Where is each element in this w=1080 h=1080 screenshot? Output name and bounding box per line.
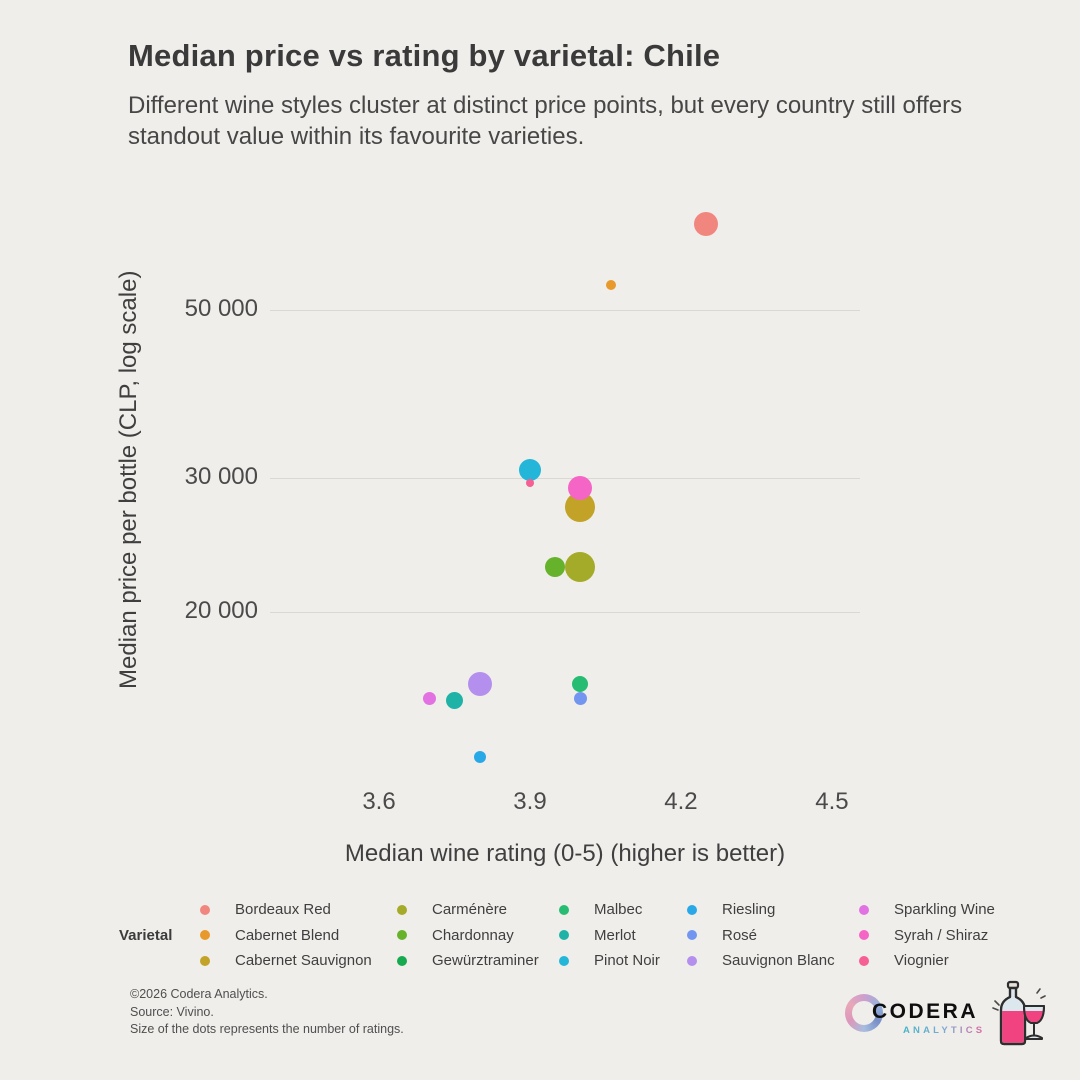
footer-size-note: Size of the dots represents the number o… xyxy=(130,1022,404,1036)
wine-bottle-and-glass-icon xyxy=(992,980,1046,1046)
data-point-ros- xyxy=(573,691,587,705)
legend-item-cabernet-blend: Cabernet Blend xyxy=(200,923,397,949)
y-tick-label-50000: 50 000 xyxy=(184,295,258,322)
x-tick-label-4.5: 4.5 xyxy=(815,788,849,815)
chart-footer: ©2026 Codera Analytics. Source: Vivino. … xyxy=(130,986,404,1039)
data-point-pinot-noir xyxy=(518,458,541,481)
data-point-bordeaux-red xyxy=(694,211,719,236)
y-tick-label-20000: 20 000 xyxy=(184,597,258,625)
legend-item-bordeaux-red: Bordeaux Red xyxy=(200,897,397,923)
legend-item-pinot-noir: Pinot Noir xyxy=(559,948,687,974)
data-point-sauvignon-blanc xyxy=(467,671,492,696)
legend-title: Varietal xyxy=(119,927,173,944)
data-point-riesling xyxy=(473,750,486,763)
legend-item-gew-rztraminer: Gewürztraminer xyxy=(397,948,559,974)
legend: Bordeaux Red Cabernet Blend Cabernet Sauvi… xyxy=(200,897,995,974)
x-tick-label-4.2: 4.2 xyxy=(664,788,698,815)
gridline-30000 xyxy=(270,478,860,480)
data-point-carm-n-re xyxy=(565,552,596,583)
legend-item-malbec: Malbec xyxy=(559,897,687,923)
legend-item-label: Sparkling Wine xyxy=(894,901,995,919)
data-point-chardonnay xyxy=(545,557,566,578)
legend-item-carm-n-re: Carménère xyxy=(397,897,559,923)
x-axis-label: Median wine rating (0-5) (higher is bett… xyxy=(344,840,786,867)
legend-swatch xyxy=(200,930,210,941)
footer-copyright: ©2026 Codera Analytics. xyxy=(130,987,268,1001)
legend-item-label: Riesling xyxy=(722,901,776,919)
legend-item-label: Pinot Noir xyxy=(594,952,660,970)
codera-wordmark: CODERA xyxy=(872,1000,979,1023)
legend-item-label: Viognier xyxy=(894,952,949,970)
legend-swatch xyxy=(859,955,869,966)
data-point-malbec xyxy=(572,675,589,692)
legend-item-viognier: Viognier xyxy=(859,948,995,974)
legend-swatch xyxy=(397,904,407,915)
legend-swatch xyxy=(859,904,869,915)
legend-item-label: Rosé xyxy=(722,926,758,944)
legend-swatch xyxy=(397,930,407,941)
legend-item-label: Merlot xyxy=(594,926,636,944)
legend-swatch xyxy=(559,930,569,941)
codera-logo-mark-inner xyxy=(852,1001,876,1025)
legend-item-riesling: Riesling xyxy=(687,897,859,923)
legend-swatch xyxy=(687,955,697,966)
legend-swatch xyxy=(859,930,869,941)
legend-item-cabernet-sauvignon: Cabernet Sauvignon xyxy=(200,948,397,974)
chart-subtitle: Different wine styles cluster at distinc… xyxy=(128,92,963,151)
legend-item-sparkling-wine: Sparkling Wine xyxy=(859,897,995,923)
plot-area xyxy=(270,180,860,780)
legend-item-label: Sauvignon Blanc xyxy=(722,952,835,970)
x-tick-label-3.6: 3.6 xyxy=(362,788,396,815)
legend-item-merlot: Merlot xyxy=(559,923,687,949)
gridline-50000 xyxy=(270,310,860,311)
codera-logo-mark xyxy=(845,994,883,1032)
legend-item-chardonnay: Chardonnay xyxy=(397,923,559,949)
legend-item-syrah-shiraz: Syrah / Shiraz xyxy=(859,923,995,949)
legend-item-label: Syrah / Shiraz xyxy=(894,926,989,944)
footer-source: Source: Vivino. xyxy=(130,1004,214,1019)
legend-swatch xyxy=(200,955,210,966)
legend-swatch xyxy=(397,955,407,966)
data-point-merlot xyxy=(445,691,463,709)
legend-item-label: Gewürztraminer xyxy=(432,952,539,970)
legend-item-label: Bordeaux Red xyxy=(235,901,331,919)
data-point-cabernet-blend xyxy=(605,279,616,290)
legend-item-ros-: Rosé xyxy=(687,923,859,949)
legend-swatch xyxy=(687,904,697,915)
legend-item-sauvignon-blanc: Sauvignon Blanc xyxy=(687,948,859,974)
legend-item-label: Cabernet Sauvignon xyxy=(235,952,372,970)
legend-item-label: Chardonnay xyxy=(432,926,514,944)
codera-analytics-label: ANALYTICS xyxy=(903,1025,986,1036)
legend-swatch xyxy=(200,904,210,915)
page-title: Median price vs rating by varietal: Chil… xyxy=(128,38,721,73)
y-tick-label-30000: 30 000 xyxy=(184,463,258,491)
legend-swatch xyxy=(687,930,697,941)
data-point-sparkling-wine xyxy=(422,691,436,705)
legend-item-label: Cabernet Blend xyxy=(235,926,340,944)
legend-swatch xyxy=(559,955,569,966)
data-point-syrah-shiraz xyxy=(568,476,593,501)
data-point-viognier xyxy=(525,478,534,487)
x-tick-label-3.9: 3.9 xyxy=(513,788,547,815)
legend-swatch xyxy=(559,904,569,915)
gridline-20000 xyxy=(270,612,860,614)
legend-item-label: Carménère xyxy=(432,901,508,919)
legend-item-label: Malbec xyxy=(594,901,643,919)
